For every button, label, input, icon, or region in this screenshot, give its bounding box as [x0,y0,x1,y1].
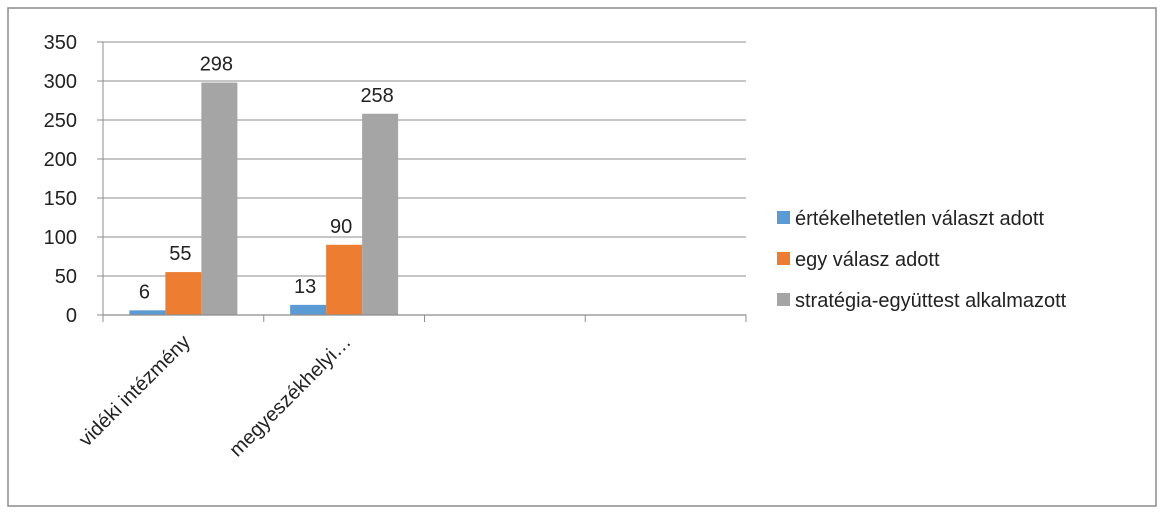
bar [326,244,363,315]
legend-label: egy válasz adott [795,249,940,271]
y-tick-label: 0 [66,305,77,327]
data-label: 6 [139,281,150,303]
bar [362,113,399,315]
data-labels: 6 55 298 13 90 258 [139,54,394,304]
y-tick-label: 50 [55,266,77,288]
y-tick-label: 100 [44,227,77,249]
y-tick-label: 350 [44,32,77,54]
legend-swatch [777,211,790,224]
legend-swatch [777,293,790,306]
y-tick-label: 200 [44,149,77,171]
data-label: 55 [169,243,191,265]
y-tick-label: 150 [44,188,77,210]
legend-swatch [777,252,790,265]
bars [129,82,399,315]
data-label: 90 [330,216,352,238]
legend-label: értékelhetetlen választ adott [795,208,1044,230]
legend: értékelhetetlen választ adott egy válasz … [777,208,1067,312]
bar [165,272,202,315]
bar [201,82,238,315]
data-label: 298 [200,54,233,76]
bar [290,304,327,315]
data-label: 258 [360,85,393,107]
data-label: 13 [294,276,316,298]
bar [129,310,166,315]
y-tick-label: 250 [44,110,77,132]
chart-border [7,7,1157,507]
legend-label: stratégia-együttest alkalmazott [795,290,1067,312]
y-tick-label: 300 [44,71,77,93]
